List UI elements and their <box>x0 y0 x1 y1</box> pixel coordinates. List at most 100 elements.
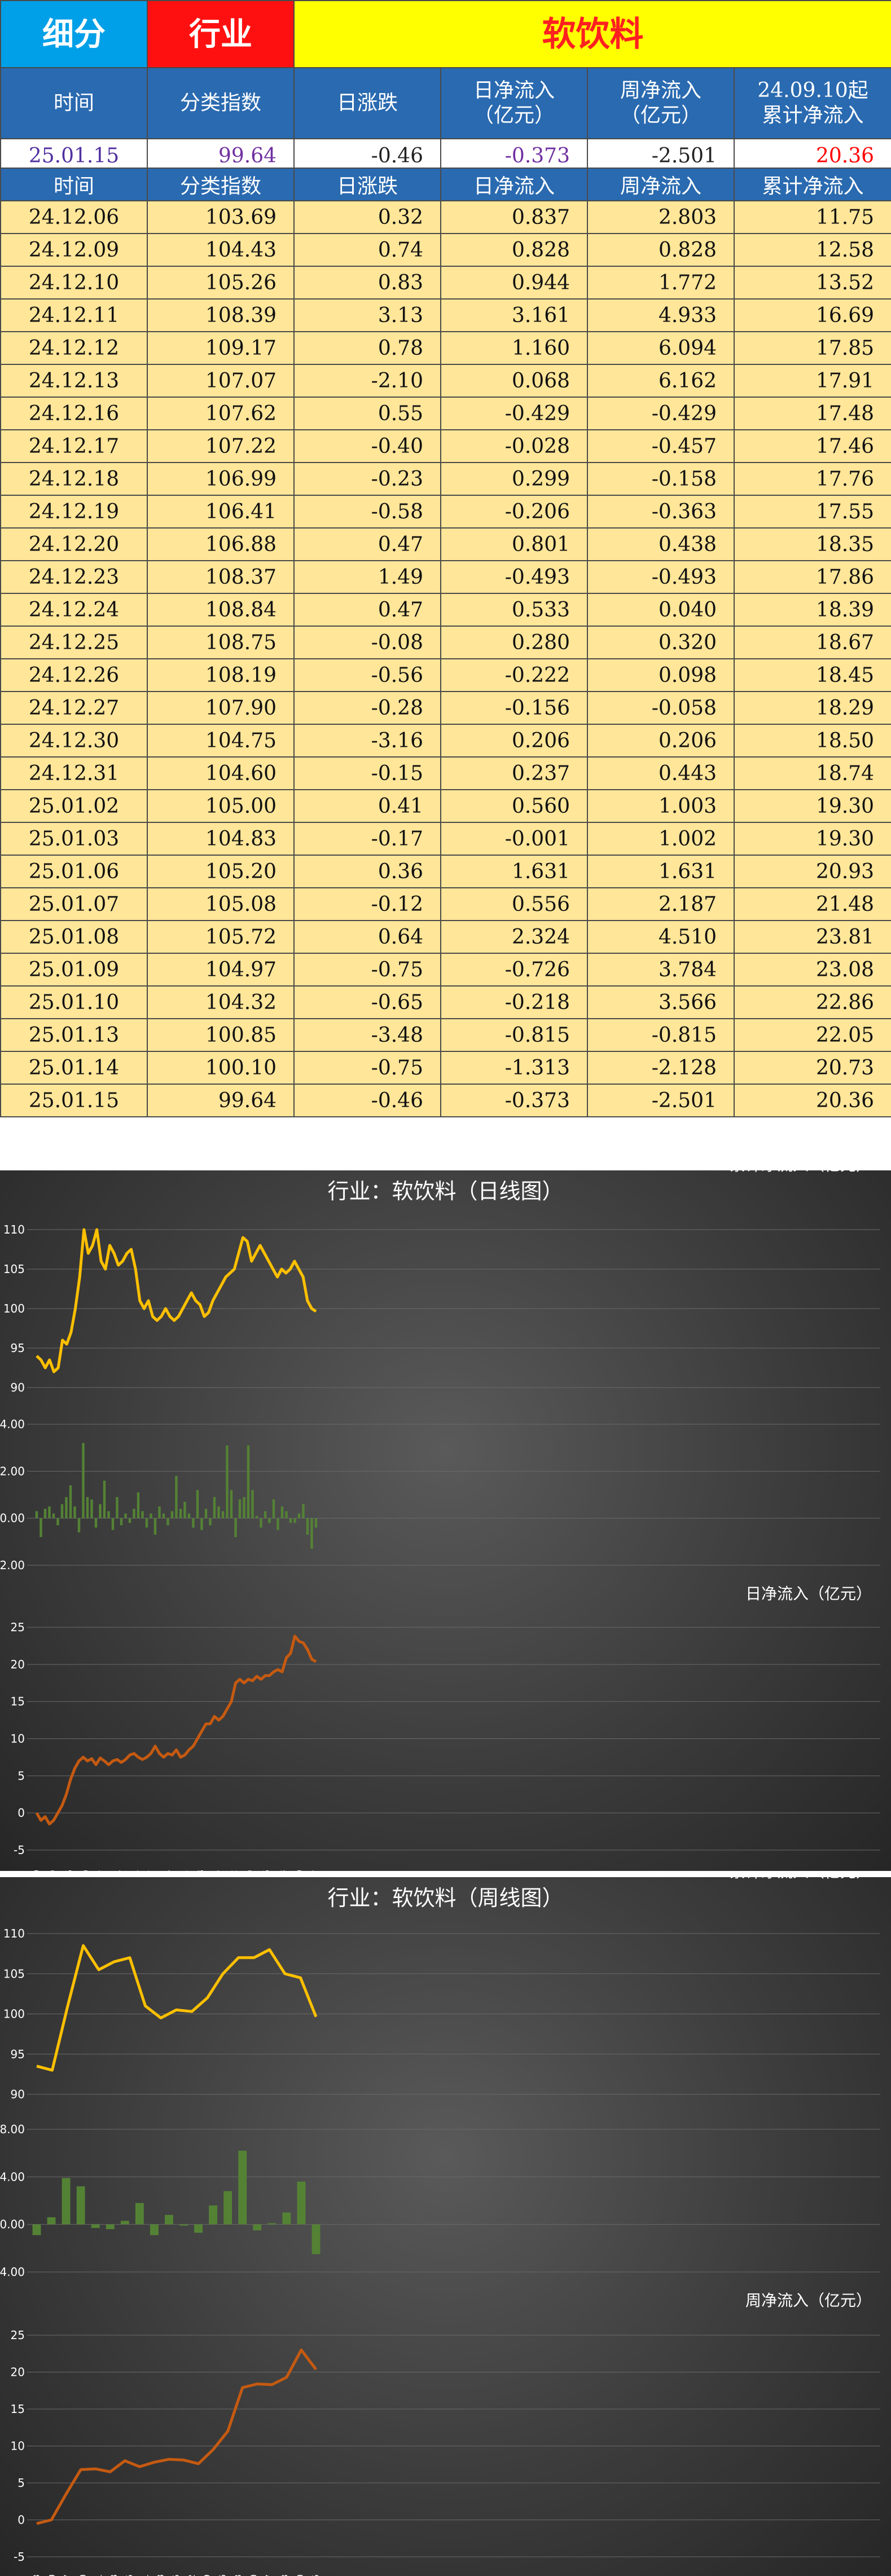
table-row: 25.01.09 104.97 -0.75 -0.726 3.784 23.08 <box>0 953 891 987</box>
table-row: 25.01.10 104.32 -0.65 -0.218 3.566 22.86 <box>0 985 891 1019</box>
table-row: 25.01.03 104.83 -0.17 -0.001 1.002 19.30 <box>0 822 891 856</box>
x-tick-label: 24.10.17 <box>96 1870 107 1871</box>
table-cell: 12.58 <box>734 233 891 267</box>
table-cell: 0.64 <box>293 920 441 954</box>
table-cell: -0.028 <box>440 429 588 463</box>
x-tick-label: 24.12.06 <box>217 2574 228 2576</box>
table-cell: -3.16 <box>293 724 441 758</box>
table-cell: 4.933 <box>587 298 735 332</box>
table-cell: 0.040 <box>587 593 735 627</box>
flow-bar <box>165 2214 173 2225</box>
table-cell: 20.93 <box>734 855 891 888</box>
x-tick-label: 24.10.24 <box>113 1870 124 1871</box>
y-tick-label: -5 <box>14 1843 25 1857</box>
flow-bar <box>226 1445 229 1518</box>
table-cell: 0.098 <box>587 658 735 692</box>
table-cell: 16.69 <box>734 298 891 332</box>
y-tick-label: 15 <box>11 1695 25 1708</box>
flow-bar <box>272 1499 275 1518</box>
table-cell: 22.05 <box>734 1018 891 1052</box>
panel-label: 累计净流入（亿元） <box>730 1170 872 1174</box>
flow-bar <box>276 1518 279 1530</box>
flow-bar <box>289 1518 292 1523</box>
flow-bar <box>310 1518 313 1549</box>
y-tick-label: 10 <box>11 1732 25 1746</box>
x-tick-label: 24.10.31 <box>130 1870 141 1871</box>
table-cell: 0.438 <box>587 527 735 561</box>
table-cell: 25.01.10 <box>0 985 148 1019</box>
daily-chart-panel: 行业：软饮料（日线图）90951001051104.002.000.00-2.0… <box>0 1170 891 1871</box>
table-cell: 1.003 <box>587 789 735 823</box>
table-row: 24.12.11 108.39 3.13 3.161 4.933 16.69 <box>0 298 891 332</box>
table-cell: 2.324 <box>440 920 588 954</box>
table-cell: 0.560 <box>440 789 588 823</box>
table-cell: 18.45 <box>734 658 891 692</box>
x-tick-label: 24.09.19 <box>47 1870 58 1871</box>
flow-bar <box>306 1518 309 1535</box>
flow-bar <box>238 1499 242 1518</box>
x-tick-label: 24.12.13 <box>233 2574 244 2576</box>
table-cell: 24.12.18 <box>0 462 148 496</box>
flow-bar <box>120 1518 123 1526</box>
flow-bar <box>314 1518 318 1528</box>
table-cell: 108.84 <box>147 593 295 627</box>
table-cell: -0.206 <box>440 495 588 529</box>
table-cell: 18.35 <box>734 527 891 561</box>
table-cell: 0.83 <box>293 266 441 300</box>
table-row: 24.12.17 107.22 -0.40 -0.028 -0.457 17.46 <box>0 429 891 463</box>
table-cell: 1.631 <box>440 855 588 888</box>
y-tick-label: 25 <box>11 2328 25 2342</box>
flow-bar <box>200 1518 203 1530</box>
x-tick-label: 24.11.08 <box>155 2574 166 2576</box>
table-cell: -0.218 <box>440 985 588 1019</box>
flow-bar <box>91 2224 100 2228</box>
table-cell: 105.00 <box>147 789 295 823</box>
table-cell: 23.81 <box>734 920 891 954</box>
flow-bar <box>260 1518 262 1528</box>
flow-bar <box>297 1513 301 1518</box>
y-tick-label: 105 <box>3 1262 25 1276</box>
flow-bar <box>73 1506 76 1518</box>
table-cell: 24.12.11 <box>0 298 148 332</box>
panel-label: 累计净流入（亿元） <box>730 1877 872 1881</box>
table-row: 24.12.31 104.60 -0.15 0.237 0.443 18.74 <box>0 756 891 790</box>
table-cell: 18.67 <box>734 626 891 659</box>
table-cell: -0.726 <box>440 953 588 987</box>
table-cell: -0.75 <box>293 953 441 987</box>
flow-bar <box>111 1518 115 1530</box>
flow-bar <box>192 1518 195 1528</box>
flow-bar <box>223 2191 232 2225</box>
flow-bar <box>238 2150 247 2225</box>
flow-bar <box>166 1518 169 1526</box>
table-cell: -0.40 <box>293 429 441 463</box>
x-tick-label: 24.09.10 <box>31 1870 42 1871</box>
table-cell: 105.26 <box>147 266 295 300</box>
flow-bar <box>179 1509 182 1518</box>
table-cell: -0.65 <box>293 985 441 1019</box>
column-header-row: 时间 分类指数 日涨跌 日净流入 （亿元） 周净流入 （亿元） 24.09.10起 累计净… <box>0 67 891 139</box>
table-cell: 106.41 <box>147 495 295 529</box>
table-cell: 6.162 <box>587 364 735 398</box>
flow-bar <box>145 1518 148 1528</box>
table-cell: -0.493 <box>440 560 588 594</box>
x-tick-label: 24.11.21 <box>179 1870 190 1871</box>
x-tick-label: 24.12.12 <box>228 1870 239 1871</box>
table-cell: 25.01.03 <box>0 822 148 856</box>
flow-bar <box>47 2217 56 2225</box>
table-cell: 2.187 <box>587 887 735 921</box>
x-tick-label: 25.01.15 <box>310 2574 321 2576</box>
table-cell: 0.55 <box>293 397 441 430</box>
panel-label: 周净流入（亿元） <box>745 2291 872 2310</box>
table-cell: -0.15 <box>293 756 441 790</box>
y-tick-label: 4.00 <box>0 2170 25 2183</box>
x-tick-label: 24.10.10 <box>80 1870 91 1871</box>
x-tick-label: 25.01.10 <box>294 1870 305 1871</box>
table-cell: 0.78 <box>293 331 441 365</box>
table-cell: 0.320 <box>587 626 735 659</box>
table-row: 24.12.06 103.69 0.32 0.837 2.803 11.75 <box>0 200 891 234</box>
table-cell: 17.85 <box>734 331 891 365</box>
table-cell: -0.12 <box>293 887 441 921</box>
flow-bar <box>158 1506 161 1518</box>
table-cell: 24.12.13 <box>0 364 148 398</box>
table-header-row: 时间 分类指数 日涨跌 日净流入 周净流入 累计净流入 <box>0 168 891 201</box>
